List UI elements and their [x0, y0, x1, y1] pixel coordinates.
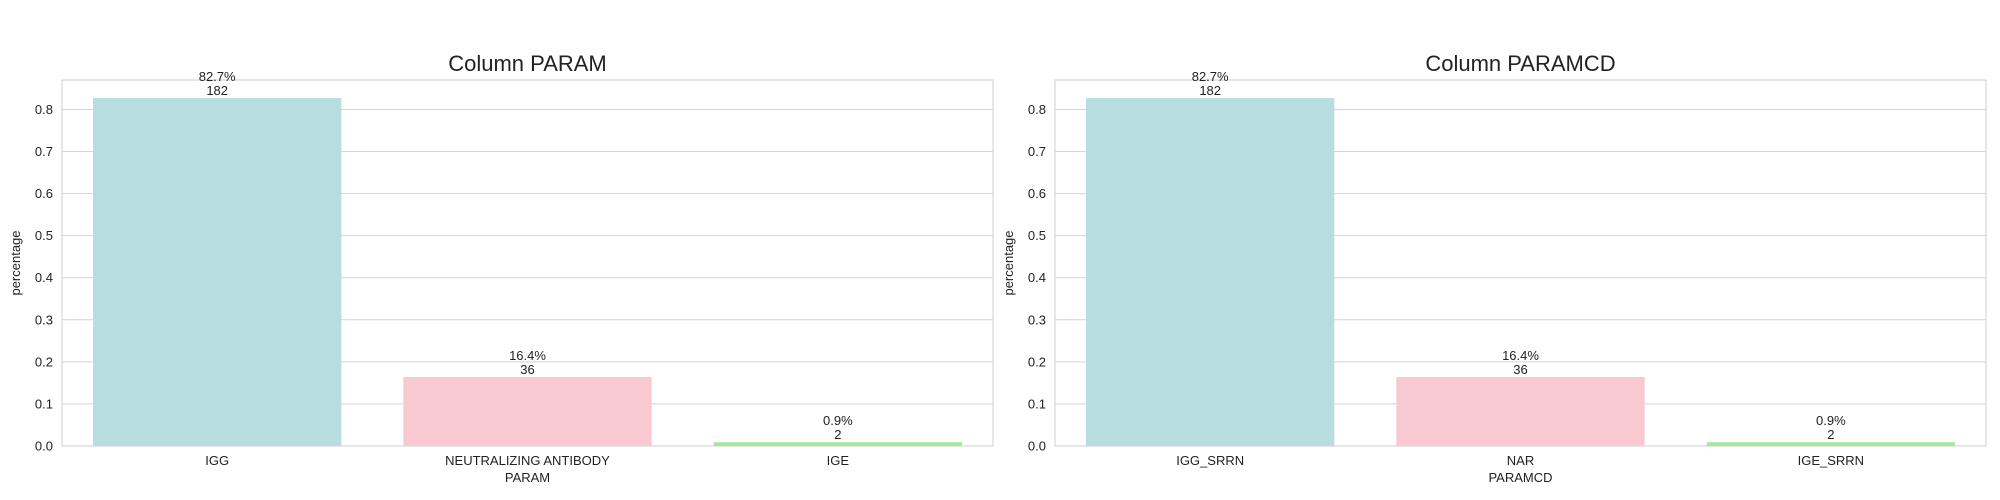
y-tick-label: 0.6: [1028, 186, 1046, 201]
y-tick-label: 0.3: [35, 312, 53, 327]
y-tick-label: 0.5: [35, 228, 53, 243]
bar-percent-label: 16.4%: [509, 348, 546, 363]
bar-percent-label: 0.9%: [1816, 413, 1846, 428]
bar-count-label: 36: [1513, 362, 1527, 377]
bar-igg: [93, 98, 342, 446]
bar-count-label: 2: [1827, 427, 1834, 442]
chart-panel-1: 0.0 0.1 0.2 0.3 0.4 0.5 0.6 0.7 0.8 82.7%182 IGG 16…: [8, 51, 994, 485]
y-tick-label: 0.8: [35, 102, 53, 117]
y-tick-label: 0.3: [1028, 312, 1046, 327]
x-tick-label: NEUTRALIZING ANTIBODY: [445, 453, 610, 468]
y-tick-label: 0.2: [1028, 354, 1046, 369]
bar-count-label: 182: [1199, 83, 1221, 98]
x-tick-label: IGG_SRRN: [1176, 453, 1244, 468]
x-axis-label: PARAMCD: [1488, 470, 1552, 485]
chart-title: Column PARAMCD: [1425, 51, 1615, 76]
y-tick-label: 0.7: [1028, 144, 1046, 159]
bar-percent-label: 16.4%: [1502, 348, 1539, 363]
bar-igg-srrn: [1086, 98, 1335, 446]
y-tick-label: 0.0: [1028, 439, 1046, 454]
bar-percent-label: 82.7%: [199, 69, 236, 84]
y-tick-label: 0.1: [35, 396, 53, 411]
chart-title: Column PARAM: [448, 51, 607, 76]
bar-ige-srrn: [1706, 442, 1955, 446]
bar-count-label: 2: [834, 427, 841, 442]
x-tick-label: IGE: [827, 453, 850, 468]
x-tick-label: IGG: [205, 453, 229, 468]
y-tick-label: 0.0: [35, 439, 53, 454]
y-tick-label: 0.7: [35, 144, 53, 159]
y-tick-label: 0.4: [1028, 270, 1046, 285]
bar-percent-label: 0.9%: [823, 413, 853, 428]
y-tick-label: 0.5: [1028, 228, 1046, 243]
y-tick-label: 0.4: [35, 270, 53, 285]
y-tick-label: 0.1: [1028, 396, 1046, 411]
y-axis-label: percentage: [8, 230, 23, 295]
bar-count-label: 36: [520, 362, 534, 377]
bar-nar: [1396, 377, 1645, 446]
y-axis-label: percentage: [1001, 230, 1016, 295]
x-tick-label: NAR: [1507, 453, 1534, 468]
x-tick-label: IGE_SRRN: [1798, 453, 1864, 468]
bar-ige: [713, 442, 962, 446]
x-axis-label: PARAM: [505, 470, 550, 485]
chart-panel-2: 0.0 0.1 0.2 0.3 0.4 0.5 0.6 0.7 0.8 82.7%182 IGG_S…: [1001, 51, 1987, 485]
bar-percent-label: 82.7%: [1192, 69, 1229, 84]
y-tick-label: 0.6: [35, 186, 53, 201]
bar-neutralizing-antibody: [403, 377, 652, 446]
y-tick-label: 0.2: [35, 354, 53, 369]
bar-count-label: 182: [206, 83, 228, 98]
y-tick-label: 0.8: [1028, 102, 1046, 117]
